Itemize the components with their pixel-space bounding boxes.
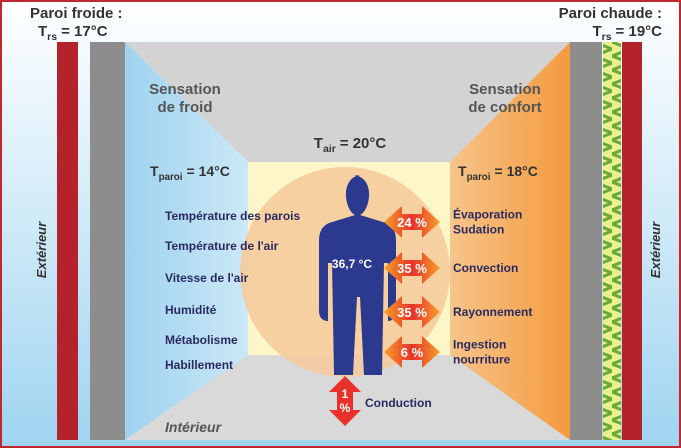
symbol: T (592, 23, 601, 40)
outside-left: Extérieur (34, 221, 49, 278)
subscript: paroi (159, 172, 183, 183)
value: = 14°C (187, 163, 230, 179)
factor: Température de l'air (165, 239, 279, 253)
exchange-value: 6 % (401, 345, 424, 360)
value: = 17°C (61, 23, 108, 40)
cold-sensation: Sensation (149, 81, 221, 98)
symbol: T (458, 163, 467, 179)
body-temp: 36,7 °C (332, 257, 372, 271)
warm-sensation: de confort (468, 99, 541, 116)
warm-wall-title: Paroi chaude : (559, 5, 662, 22)
cold-wall-temp: Trs = 17°C (38, 23, 108, 43)
cold-wall (125, 42, 248, 440)
value: = 18°C (495, 163, 538, 179)
symbol: T (314, 135, 323, 152)
left-wall-temp: Tparoi = 14°C (150, 163, 230, 183)
subscript: paroi (467, 172, 491, 183)
exchange-label: Sudation (453, 223, 504, 237)
factor: Habillement (165, 358, 233, 372)
factor: Humidité (165, 303, 217, 317)
exchange-value: 35 % (397, 261, 427, 276)
factor: Température des parois (165, 209, 300, 223)
exchange-value: 24 % (397, 215, 427, 230)
factor: Vitesse de l'air (165, 271, 249, 285)
ceiling (125, 42, 570, 162)
outer-wall-right (622, 42, 642, 440)
cold-wall-title: Paroi froide : (30, 5, 123, 22)
right-wall-temp: Tparoi = 18°C (458, 163, 538, 183)
factor: Métabolisme (165, 333, 238, 347)
warm-sensation: Sensation (469, 81, 541, 98)
wall-left (90, 42, 125, 440)
subscript: rs (602, 31, 612, 43)
cold-sensation: de froid (158, 99, 213, 116)
subscript: rs (47, 31, 57, 43)
exchange-label: Rayonnement (453, 305, 532, 319)
inside: Intérieur (165, 419, 223, 435)
warm-wall (450, 42, 570, 440)
outer-wall-left (57, 42, 78, 440)
warm-wall-temp: Trs = 19°C (592, 23, 662, 43)
outside-right: Extérieur (648, 221, 663, 278)
symbol: T (150, 163, 159, 179)
air-temp: Tair = 20°C (314, 135, 387, 155)
conduction-arrow (329, 376, 361, 426)
conduction-value: 1 (342, 387, 349, 401)
exchange-arrows (384, 206, 440, 368)
exchange-value: 35 % (397, 305, 427, 320)
exchange-label: nourriture (453, 353, 511, 367)
conduction-value: % (340, 401, 351, 415)
insulation (603, 42, 621, 440)
wall-right (570, 42, 602, 440)
exchange-label: Convection (453, 261, 518, 275)
symbol: T (38, 23, 47, 40)
value: = 20°C (340, 135, 387, 152)
exchange-label: Ingestion (453, 338, 506, 352)
conduction-label: Conduction (365, 396, 432, 410)
subscript: air (323, 143, 336, 155)
exchange-label: Évaporation (453, 207, 522, 222)
value: = 19°C (616, 23, 663, 40)
person (319, 175, 396, 375)
